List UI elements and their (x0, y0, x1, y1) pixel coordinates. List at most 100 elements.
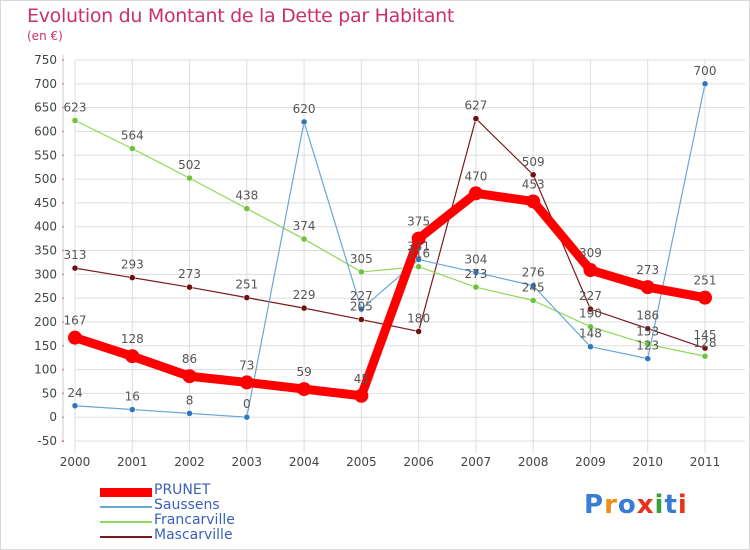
tick-labels: -500501001502002503003504004505005506006… (34, 53, 720, 469)
data-point (587, 343, 594, 350)
data-point (644, 341, 651, 348)
data-point (587, 323, 594, 330)
x-tick-label: 2006 (403, 455, 434, 469)
data-point (129, 406, 136, 413)
logo-letter: r (604, 490, 618, 520)
data-point (526, 194, 541, 209)
data-label: 293 (121, 258, 144, 272)
x-tick-label: 2011 (690, 455, 721, 469)
data-label: 153 (636, 324, 659, 338)
data-point (125, 349, 140, 364)
data-point (186, 283, 193, 291)
data-label: 627 (464, 99, 487, 113)
data-point (129, 274, 136, 281)
x-tick-label: 2010 (632, 455, 663, 469)
data-label: 16 (125, 390, 140, 404)
data-point (583, 263, 598, 278)
y-tick-label: 700 (34, 77, 57, 91)
legend-item-prunet: PRUNET (100, 482, 300, 500)
data-point (68, 330, 82, 345)
data-label: 73 (239, 358, 254, 372)
data-point (71, 402, 79, 410)
data-label: 245 (522, 281, 545, 295)
data-label: 273 (464, 267, 487, 281)
data-label: 180 (407, 311, 430, 325)
data-label: 623 (64, 100, 87, 114)
data-label: 316 (407, 247, 430, 261)
legend-label: Saussens (154, 497, 220, 513)
data-label: 453 (522, 177, 545, 191)
data-point (300, 118, 308, 126)
y-tick-label: 600 (34, 124, 57, 138)
y-tick-label: 150 (34, 339, 57, 353)
legend-item-mascarville: Mascarville (100, 527, 300, 545)
y-tick-label: 750 (34, 53, 57, 67)
data-label: 374 (293, 219, 316, 233)
data-point (300, 235, 308, 243)
data-point (415, 263, 422, 270)
x-tick-label: 2008 (518, 455, 549, 469)
data-label: 45 (354, 372, 369, 386)
data-label: 227 (579, 289, 602, 303)
data-label: 251 (694, 274, 717, 288)
chart-title: Evolution du Montant de la Dette par Hab… (27, 5, 455, 27)
series-lines (70, 83, 710, 418)
data-point (701, 344, 709, 352)
y-tick-label: 550 (34, 148, 57, 162)
legend-swatch (100, 536, 152, 538)
data-label: 564 (121, 129, 144, 143)
data-label: 186 (636, 309, 659, 323)
data-point (358, 268, 365, 276)
data-point (358, 305, 365, 313)
data-point (472, 269, 480, 276)
series-line-francarville (74, 119, 706, 357)
data-point (529, 171, 537, 179)
data-label: 148 (579, 327, 602, 341)
data-label: 24 (67, 386, 82, 400)
x-tick-label: 2000 (60, 455, 91, 469)
legend-swatch (100, 487, 152, 497)
data-point (300, 304, 308, 312)
series-line-prunet (70, 188, 710, 401)
y-tick-label: 650 (34, 101, 57, 115)
data-point (701, 80, 709, 88)
data-point (472, 283, 480, 291)
data-label: 128 (121, 332, 144, 346)
data-label: 128 (694, 336, 717, 350)
y-tick-label: 200 (34, 315, 57, 329)
legend-swatch (100, 521, 152, 523)
data-label: 273 (178, 267, 201, 281)
data-point (243, 294, 251, 301)
data-label: 700 (694, 64, 717, 78)
y-tick-label: 500 (34, 172, 57, 186)
y-tick-label: 400 (34, 220, 57, 234)
data-point (698, 290, 712, 305)
data-labels: 313 293 273 251 229 205 180 627 509 227 186 145 623 5… (64, 64, 717, 411)
legend-item-saussens: Saussens (100, 497, 300, 515)
data-point (468, 186, 483, 201)
series-line-saussens (74, 83, 706, 418)
x-tick-label: 2003 (232, 455, 263, 469)
x-tick-label: 2001 (117, 455, 148, 469)
data-point (587, 305, 594, 313)
y-tick-label: 300 (34, 267, 57, 281)
legend-swatch (100, 506, 152, 508)
logo-letter: x (636, 490, 655, 520)
y-tick-label: -50 (37, 434, 57, 448)
data-label: 123 (636, 339, 659, 353)
data-label: 331 (407, 240, 430, 254)
data-point (358, 316, 365, 323)
y-tick-label: 100 (34, 363, 57, 377)
data-label: 251 (235, 278, 258, 292)
x-tick-label: 2009 (575, 455, 606, 469)
data-point (644, 325, 651, 332)
data-label: 305 (350, 252, 373, 266)
logo-letter: i (677, 490, 688, 520)
data-point (415, 328, 422, 335)
data-point (472, 115, 480, 122)
data-label: 470 (464, 169, 487, 183)
logo-letter: o (617, 490, 637, 520)
data-label: 190 (579, 307, 602, 321)
data-point (71, 117, 79, 124)
data-point (129, 145, 136, 152)
